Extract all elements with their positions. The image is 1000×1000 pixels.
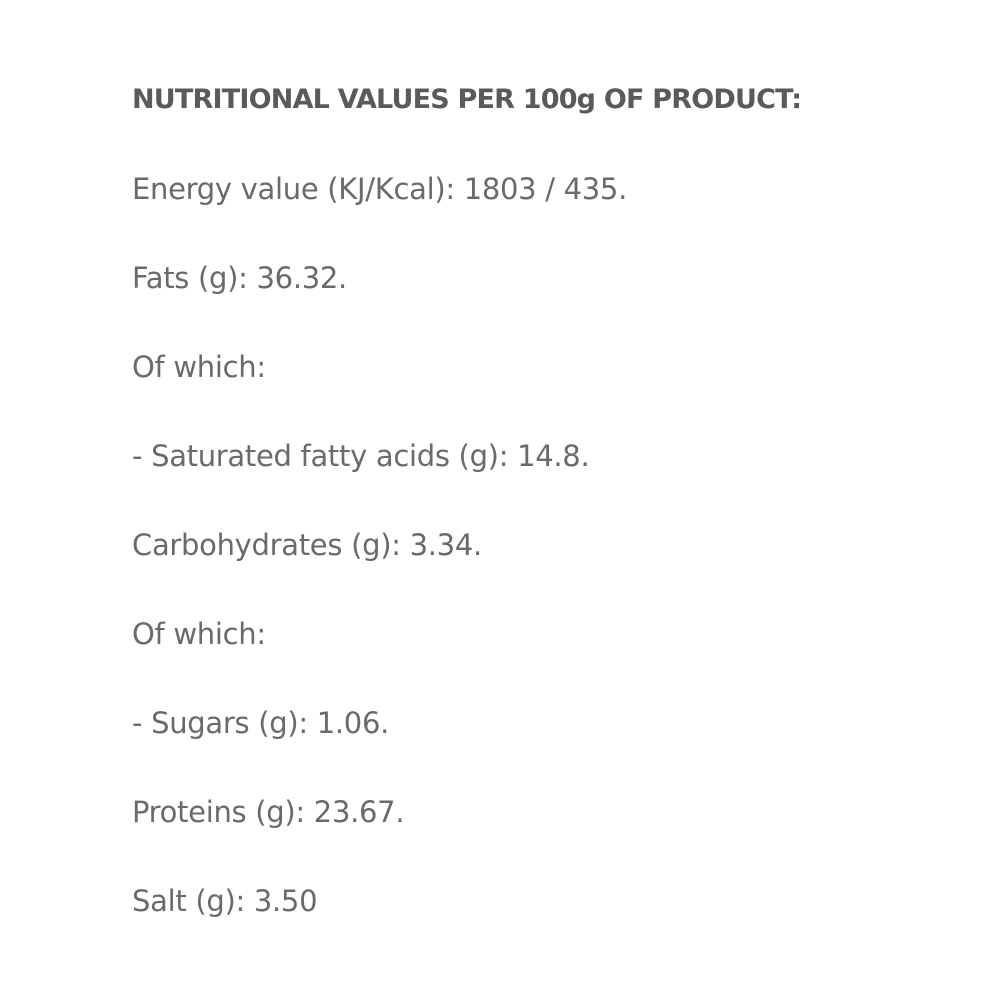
salt-line: Salt (g): 3.50 [132,884,318,918]
proteins-line: Proteins (g): 23.67. [132,795,405,829]
nutrition-info: NUTRITIONAL VALUES PER 100g OF PRODUCT: … [132,78,802,968]
sugars-line: - Sugars (g): 1.06. [132,706,390,740]
nutrition-heading: NUTRITIONAL VALUES PER 100g OF PRODUCT: [132,84,802,115]
fats-line: Fats (g): 36.32. [132,261,347,295]
of-which-line: Of which: [132,617,266,651]
energy-line: Energy value (KJ/Kcal): 1803 / 435. [132,172,628,206]
carbohydrates-line: Carbohydrates (g): 3.34. [132,528,482,562]
saturated-line: - Saturated fatty acids (g): 14.8. [132,439,590,473]
of-which-line: Of which: [132,350,266,384]
